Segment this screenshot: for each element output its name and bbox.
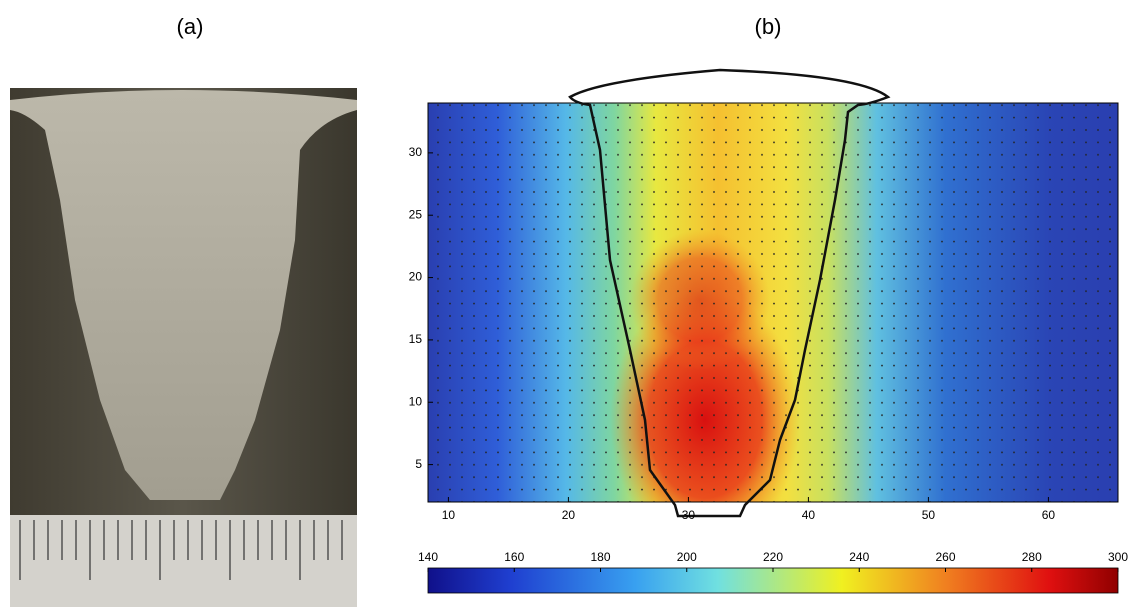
x-tick-label: 20	[562, 508, 576, 522]
x-tick-label: 30	[682, 508, 696, 522]
hardness-map	[428, 103, 1118, 502]
y-tick-label: 20	[409, 270, 423, 284]
colorbar	[427, 567, 1119, 594]
colorbar-tick-label: 300	[1108, 550, 1128, 564]
panel-label: (b)	[755, 14, 782, 39]
colorbar-tick-label: 200	[677, 550, 697, 564]
colorbar-tick-label: 140	[418, 550, 438, 564]
y-tick-label: 15	[409, 332, 423, 346]
x-tick-label: 40	[802, 508, 816, 522]
macro-photo	[10, 88, 357, 607]
x-tick-label: 50	[922, 508, 936, 522]
panel-label: (a)	[177, 14, 204, 39]
plot-frame	[427, 102, 1119, 503]
y-tick-label: 5	[415, 457, 422, 471]
x-tick-label: 10	[442, 508, 456, 522]
colorbar-tick-label: 240	[849, 550, 869, 564]
y-tick-label: 10	[409, 394, 423, 408]
weld-outline	[568, 68, 891, 518]
colorbar-tick-label: 160	[504, 550, 524, 564]
colorbar-tick-label: 280	[1022, 550, 1042, 564]
y-tick-label: 30	[409, 145, 423, 159]
y-tick-label: 25	[409, 207, 423, 221]
colorbar-tick-label: 180	[590, 550, 610, 564]
colorbar-tick-label: 220	[763, 550, 783, 564]
colorbar-tick-label: 260	[935, 550, 955, 564]
x-tick-label: 60	[1042, 508, 1056, 522]
